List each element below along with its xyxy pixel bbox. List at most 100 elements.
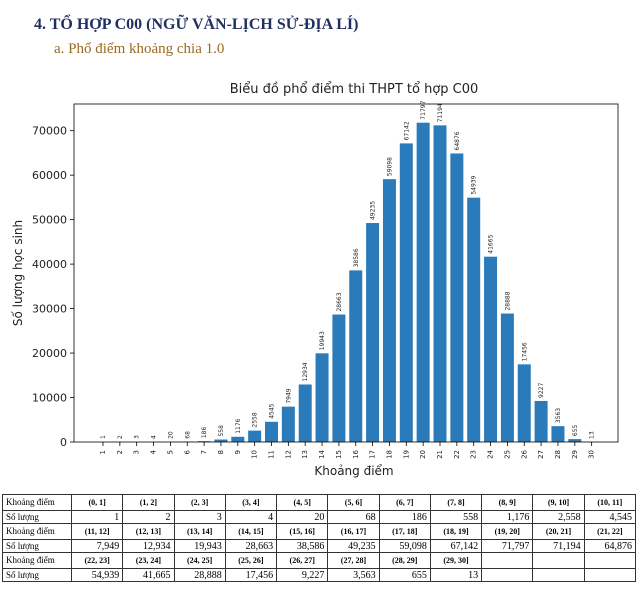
- x-tick-label: 1: [99, 450, 107, 454]
- range-cell: (23, 24]: [122, 552, 175, 569]
- y-tick-label: 50000: [32, 214, 67, 227]
- count-cell: 1,176: [481, 510, 534, 524]
- range-cell: (17, 18]: [378, 523, 431, 540]
- bar: [500, 313, 514, 442]
- bars: [96, 122, 599, 443]
- range-cell: (22, 23]: [70, 552, 124, 569]
- bar-value-label: 1176: [235, 418, 242, 433]
- bar-value-label: 3: [134, 435, 141, 439]
- range-cell: (5, 6]: [327, 494, 380, 511]
- x-tick-label: 7: [200, 450, 208, 454]
- count-label-cell: Số lượng: [2, 539, 72, 553]
- bar-value-label: 28888: [504, 291, 511, 310]
- table-row-ranges: Khoảng điểm (22, 23] (23, 24] (24, 25] (25, …: [2, 552, 637, 569]
- bar: [298, 384, 312, 442]
- x-tick-label: 21: [436, 450, 444, 459]
- x-tick-label: 12: [284, 450, 292, 459]
- count-cell: 59,098: [378, 539, 431, 553]
- range-cell: (6, 7]: [378, 494, 431, 511]
- bar: [534, 400, 548, 442]
- range-cell: (9, 10]: [532, 494, 585, 511]
- range-cell: (3, 4]: [224, 494, 278, 511]
- bar: [568, 439, 582, 442]
- x-tick-label: 8: [217, 450, 225, 454]
- count-cell: 186: [378, 510, 431, 524]
- count-cell: 4,545: [583, 510, 637, 524]
- range-cell: (8, 9]: [481, 494, 534, 511]
- range-cell: (29, 30]: [429, 552, 483, 569]
- section-subheading: a. Phổ điểm khoảng chia 1.0: [54, 41, 225, 57]
- bar-value-label: 68: [184, 431, 191, 439]
- count-cell: 71,797: [481, 539, 534, 553]
- bar-value-label: 38586: [353, 248, 360, 267]
- score-distribution-table: Khoảng điểm (0, 1] (1, 2] (2, 3] (3, 4] (4, 5…: [2, 494, 637, 582]
- count-cell: 4: [224, 510, 278, 524]
- range-cell: (27, 28]: [327, 552, 380, 569]
- x-tick-label: 28: [554, 450, 562, 459]
- range-cell: (13, 14]: [173, 523, 226, 540]
- count-cell: 7,949: [70, 539, 124, 553]
- bar-value-label: 655: [572, 424, 579, 436]
- count-cell: 54,939: [70, 568, 124, 582]
- count-cell: 12,934: [122, 539, 175, 553]
- range-label-cell: Khoảng điểm: [2, 552, 72, 569]
- range-cell: (25, 26]: [224, 552, 278, 569]
- x-tick-label: 9: [234, 450, 242, 454]
- bar-value-label: 186: [201, 427, 208, 439]
- bar: [399, 143, 413, 443]
- x-tick-label: 4: [150, 449, 158, 454]
- y-tick-label: 20000: [32, 347, 67, 360]
- y-axis-label: Số lượng học sinh: [11, 220, 25, 326]
- range-label-cell: Khoảng điểm: [2, 523, 72, 540]
- bar: [551, 426, 565, 442]
- bar: [382, 179, 396, 442]
- range-cell: (26, 27]: [276, 552, 329, 569]
- table-row-counts: Số lượng 1 2 3 4 20 68 186 558 1,176 2,558 4,545: [2, 510, 637, 524]
- bar-value-label: 558: [218, 425, 225, 437]
- y-axis: 0 10000 20000 30000 40000 50000 60000 70000: [32, 125, 74, 449]
- bar-value-label: 7949: [285, 388, 292, 403]
- count-cell: [481, 568, 534, 582]
- range-cell: (12, 13]: [122, 523, 175, 540]
- x-tick-label: 16: [352, 449, 360, 458]
- count-cell: 655: [378, 568, 431, 582]
- bar-value-label: 71194: [437, 103, 444, 122]
- bar-value-label: 2558: [252, 412, 259, 427]
- range-cell: (18, 19]: [429, 523, 483, 540]
- bar: [265, 421, 278, 442]
- range-cell: (15, 16]: [276, 523, 329, 540]
- x-tick-label: 30: [588, 450, 596, 459]
- range-cell: (7, 8]: [429, 494, 483, 511]
- x-tick-label: 22: [453, 450, 461, 459]
- bar-value-label: 67142: [403, 121, 410, 140]
- y-tick-label: 0: [60, 436, 67, 449]
- count-label-cell: Số lượng: [2, 568, 72, 582]
- x-tick-label: 19: [402, 450, 410, 459]
- bar-value-label: 28663: [336, 292, 343, 311]
- bar-value-label: 41665: [488, 234, 495, 253]
- bar: [332, 314, 346, 442]
- range-cell: (20, 21]: [532, 523, 585, 540]
- count-cell: 3,563: [327, 568, 380, 582]
- x-tick-label: 23: [470, 450, 478, 459]
- range-cell: (14, 15]: [224, 523, 278, 540]
- bar-value-label: 64876: [454, 131, 461, 150]
- bar-value-label: 4: [151, 435, 158, 439]
- count-cell: [532, 568, 585, 582]
- range-cell: (21, 22]: [583, 523, 637, 540]
- bar-value-label: 3563: [555, 408, 562, 423]
- count-cell: 38,586: [276, 539, 329, 553]
- bar-value-label: 19943: [319, 331, 326, 350]
- count-cell: 1: [70, 510, 124, 524]
- range-cell: [583, 552, 637, 569]
- x-tick-label: 27: [537, 450, 545, 459]
- range-cell: (4, 5]: [276, 494, 329, 511]
- x-tick-label: 26: [520, 449, 528, 458]
- x-tick-label: 13: [301, 450, 309, 459]
- count-label-cell: Số lượng: [2, 510, 72, 524]
- x-tick-label: 14: [318, 449, 326, 458]
- count-cell: 2,558: [532, 510, 585, 524]
- bar-value-label: 9227: [538, 383, 545, 398]
- range-cell: [481, 552, 534, 569]
- x-tick-label: 5: [166, 450, 174, 454]
